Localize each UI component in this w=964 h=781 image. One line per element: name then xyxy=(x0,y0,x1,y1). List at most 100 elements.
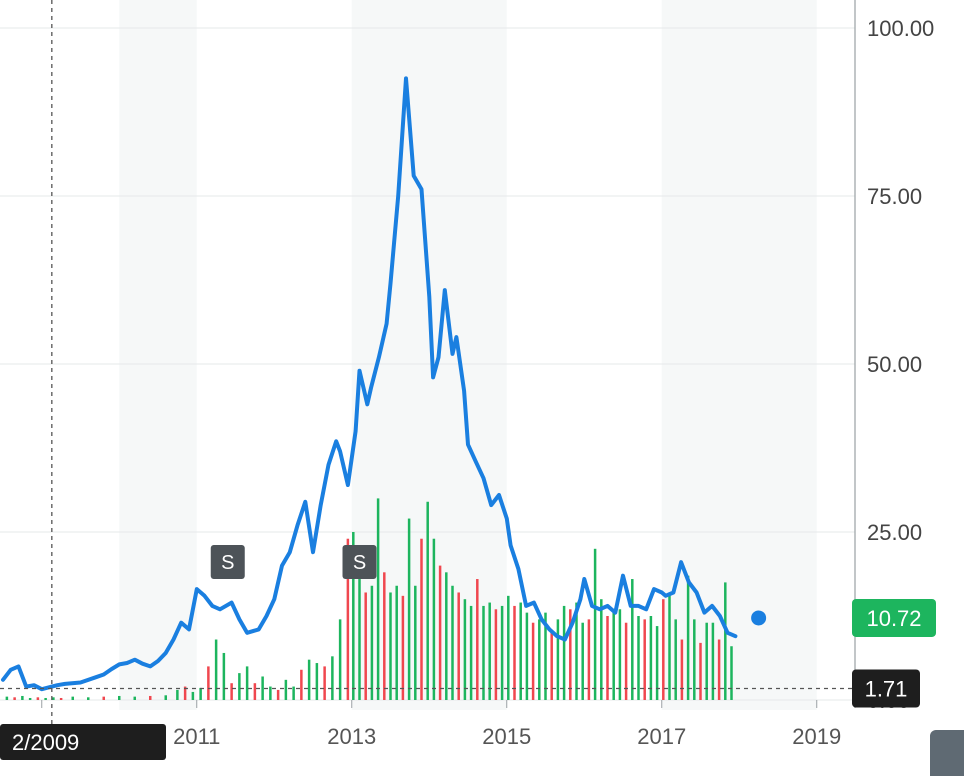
x-tick-label: 2019 xyxy=(792,724,841,749)
volume-bar xyxy=(681,640,684,700)
volume-bar xyxy=(308,660,311,700)
y-tick-label: 100.00 xyxy=(867,16,934,41)
volume-bar xyxy=(176,690,179,700)
y-tick-label: 25.00 xyxy=(867,520,922,545)
volume-bar xyxy=(371,586,374,700)
volume-bar xyxy=(118,696,121,700)
volume-bar xyxy=(52,697,55,700)
volume-bar xyxy=(488,603,491,700)
x-tick-label: 2015 xyxy=(482,724,531,749)
volume-bar xyxy=(37,697,40,700)
volume-bar xyxy=(519,603,522,700)
last-price-dot[interactable] xyxy=(751,610,766,625)
volume-bar xyxy=(364,592,367,700)
shaded-band xyxy=(352,0,507,710)
volume-bar xyxy=(13,697,16,700)
volume-bar xyxy=(21,696,24,700)
volume-bar xyxy=(457,592,460,700)
volume-bar xyxy=(464,599,467,700)
volume-bar xyxy=(149,696,152,700)
volume-bar xyxy=(513,606,516,700)
volume-bar xyxy=(687,576,690,700)
volume-bar xyxy=(718,640,721,700)
volume-bar xyxy=(526,613,529,700)
volume-bar xyxy=(277,690,280,700)
shaded-band xyxy=(119,0,197,710)
volume-bar xyxy=(29,698,32,700)
volume-bar xyxy=(414,586,417,700)
volume-bar xyxy=(285,680,288,700)
y-tick-label: 75.00 xyxy=(867,184,922,209)
volume-bar xyxy=(650,616,653,700)
volume-bar xyxy=(532,623,535,700)
split-marker-label: S xyxy=(353,552,366,574)
volume-bar xyxy=(199,688,202,700)
volume-bar xyxy=(631,579,634,700)
volume-bar xyxy=(724,582,727,700)
volume-bar xyxy=(433,539,436,700)
volume-bar xyxy=(103,697,106,700)
x-tick-label: 2017 xyxy=(637,724,686,749)
volume-bar xyxy=(730,646,733,700)
volume-bar xyxy=(693,619,696,700)
volume-bar xyxy=(87,697,90,700)
volume-bar xyxy=(699,643,702,700)
volume-bar xyxy=(269,687,272,700)
volume-bar xyxy=(246,666,249,700)
volume-bar xyxy=(60,698,63,700)
volume-bar xyxy=(594,549,597,700)
volume-bar xyxy=(254,683,257,700)
volume-bar xyxy=(420,539,423,700)
volume-bar xyxy=(207,666,210,700)
volume-bar xyxy=(230,683,233,700)
volume-bar xyxy=(44,698,47,700)
volume-bar xyxy=(581,623,584,700)
volume-bar xyxy=(408,519,411,700)
volume-bar xyxy=(600,599,603,700)
scroll-handle[interactable] xyxy=(930,730,964,776)
volume-bar xyxy=(482,606,485,700)
split-marker-label: S xyxy=(221,552,234,574)
volume-bar xyxy=(563,606,566,700)
volume-bar xyxy=(637,616,640,700)
volume-bar xyxy=(395,586,398,700)
volume-bar xyxy=(619,609,622,700)
volume-bar xyxy=(72,697,75,700)
volume-bar xyxy=(439,566,442,700)
volume-bar xyxy=(192,692,195,700)
volume-bar xyxy=(668,592,671,700)
volume-bar xyxy=(612,609,615,700)
crosshair-x-value: 2/2009 xyxy=(12,730,79,755)
volume-bar xyxy=(215,640,218,700)
volume-bar xyxy=(331,656,334,700)
volume-bar xyxy=(606,616,609,700)
shaded-band xyxy=(662,0,817,710)
volume-bar xyxy=(6,697,9,700)
volume-bar xyxy=(445,572,448,700)
volume-bar xyxy=(426,502,429,700)
y-tick-label: 50.00 xyxy=(867,352,922,377)
last-price-value: 10.72 xyxy=(866,606,921,631)
volume-bar xyxy=(550,633,553,700)
x-tick-label: 2011 xyxy=(173,724,220,749)
crosshair-y-value: 1.71 xyxy=(865,677,908,702)
volume-bar xyxy=(501,606,504,700)
volume-bar xyxy=(134,697,137,700)
volume-bar xyxy=(316,663,319,700)
volume-bar xyxy=(261,676,264,700)
volume-bar xyxy=(662,599,665,700)
volume-bar xyxy=(389,592,392,700)
volume-bar xyxy=(383,572,386,700)
volume-bar xyxy=(238,673,241,700)
volume-bar xyxy=(495,609,498,700)
volume-bar xyxy=(588,619,591,700)
x-tick-label: 2013 xyxy=(327,724,376,749)
volume-bar xyxy=(223,653,226,700)
volume-bar xyxy=(377,498,380,700)
shaded-year-bands xyxy=(119,0,817,710)
volume-bar xyxy=(323,666,326,700)
volume-bar xyxy=(292,687,295,700)
volume-bar xyxy=(358,579,361,700)
